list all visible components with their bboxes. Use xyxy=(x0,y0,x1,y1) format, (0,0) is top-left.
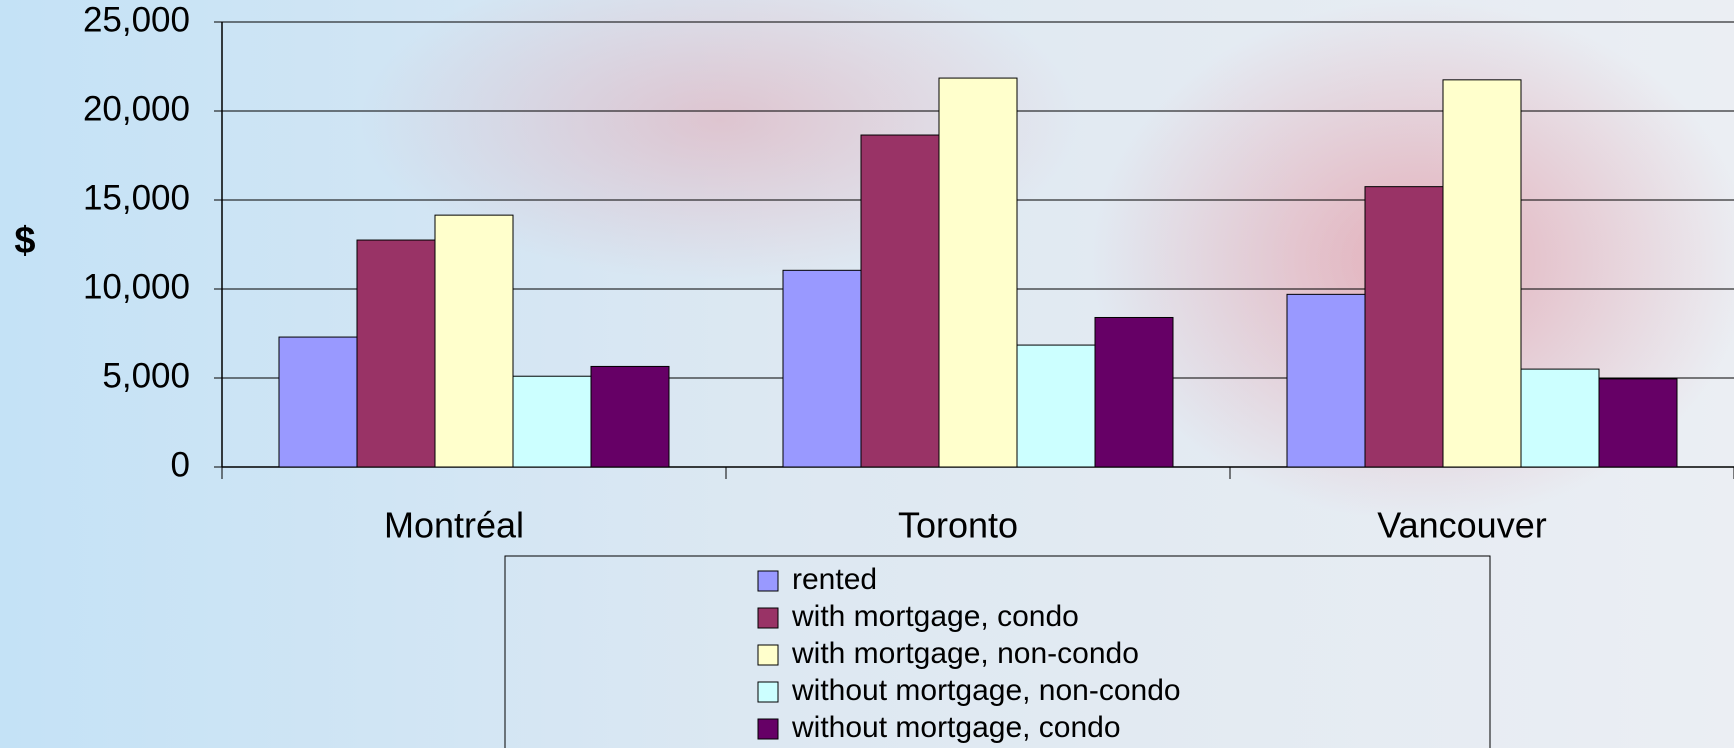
legend-label: rented xyxy=(792,563,877,596)
legend-label: without mortgage, condo xyxy=(791,711,1121,744)
bar xyxy=(1598,378,1678,468)
legend-swatch xyxy=(757,681,779,703)
bar xyxy=(590,365,670,468)
bar xyxy=(860,134,940,468)
legend-label: without mortgage, non-condo xyxy=(791,674,1181,707)
legend-label: with mortgage, condo xyxy=(791,600,1079,633)
bar xyxy=(1442,79,1522,468)
y-axis-label: $ xyxy=(14,220,35,262)
bar xyxy=(938,77,1018,468)
y-tick-label: 15,000 xyxy=(83,178,190,217)
bar xyxy=(1286,293,1366,468)
bar xyxy=(278,336,358,468)
y-tick-label: 0 xyxy=(171,445,190,484)
legend-swatch xyxy=(757,570,779,592)
y-tick-label: 25,000 xyxy=(83,0,190,39)
x-tick-label: Toronto xyxy=(898,505,1018,546)
legend-swatch xyxy=(757,644,779,666)
y-tick-label: 5,000 xyxy=(102,356,190,395)
y-tick-label: 10,000 xyxy=(83,267,190,306)
y-tick-label: 20,000 xyxy=(83,89,190,128)
legend-label: with mortgage, non-condo xyxy=(791,637,1139,670)
x-tick-label: Vancouver xyxy=(1377,505,1546,546)
bar xyxy=(1364,186,1444,468)
legend-swatch xyxy=(757,607,779,629)
legend-box xyxy=(504,555,1491,748)
bar xyxy=(1520,368,1600,468)
x-tick-label: Montréal xyxy=(384,505,524,546)
legend-swatch xyxy=(757,718,779,740)
bar xyxy=(782,269,862,468)
bar xyxy=(434,214,514,468)
bar xyxy=(356,239,436,468)
bar xyxy=(1016,344,1096,468)
bar xyxy=(512,375,592,468)
bar xyxy=(1094,316,1174,468)
